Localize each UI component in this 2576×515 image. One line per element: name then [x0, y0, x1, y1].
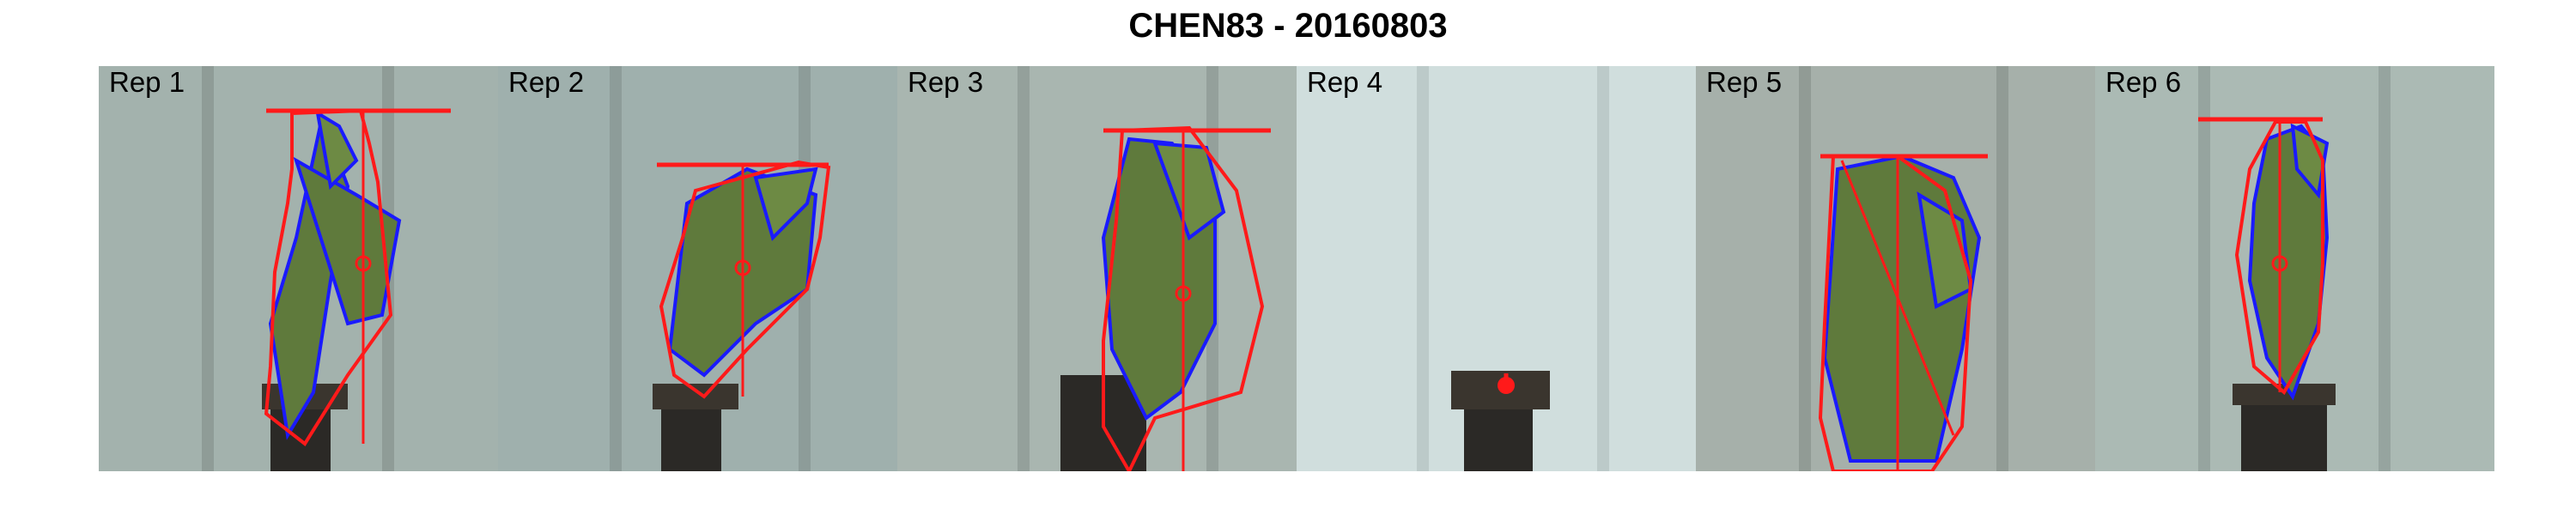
- panel-label: Rep 5: [1706, 66, 1783, 98]
- panel-label: Rep 4: [1307, 66, 1383, 98]
- panel-label: Rep 1: [109, 66, 185, 98]
- image-strip: Rep 1 Rep 2: [99, 66, 2494, 471]
- panel-label: Rep 3: [908, 66, 984, 98]
- plant-image-rep-2: [498, 66, 897, 471]
- figure-title: CHEN83 - 20160803: [1128, 7, 1448, 45]
- panel-rep-2: Rep 2: [498, 66, 897, 471]
- panel-rep-4: Rep 4: [1297, 66, 1696, 471]
- plant-image-rep-4: [1297, 66, 1696, 471]
- panel-rep-6: Rep 6: [2095, 66, 2494, 471]
- plant-image-rep-5: [1696, 66, 2095, 471]
- panel-rep-3: Rep 3: [897, 66, 1297, 471]
- panel-rep-5: Rep 5: [1696, 66, 2095, 471]
- panel-rep-1: Rep 1: [99, 66, 498, 471]
- panel-label: Rep 6: [2105, 66, 2182, 98]
- plant-image-rep-3: [897, 66, 1297, 471]
- plant-image-rep-1: [99, 66, 498, 471]
- panel-label: Rep 2: [508, 66, 585, 98]
- plant-image-rep-6: [2095, 66, 2494, 471]
